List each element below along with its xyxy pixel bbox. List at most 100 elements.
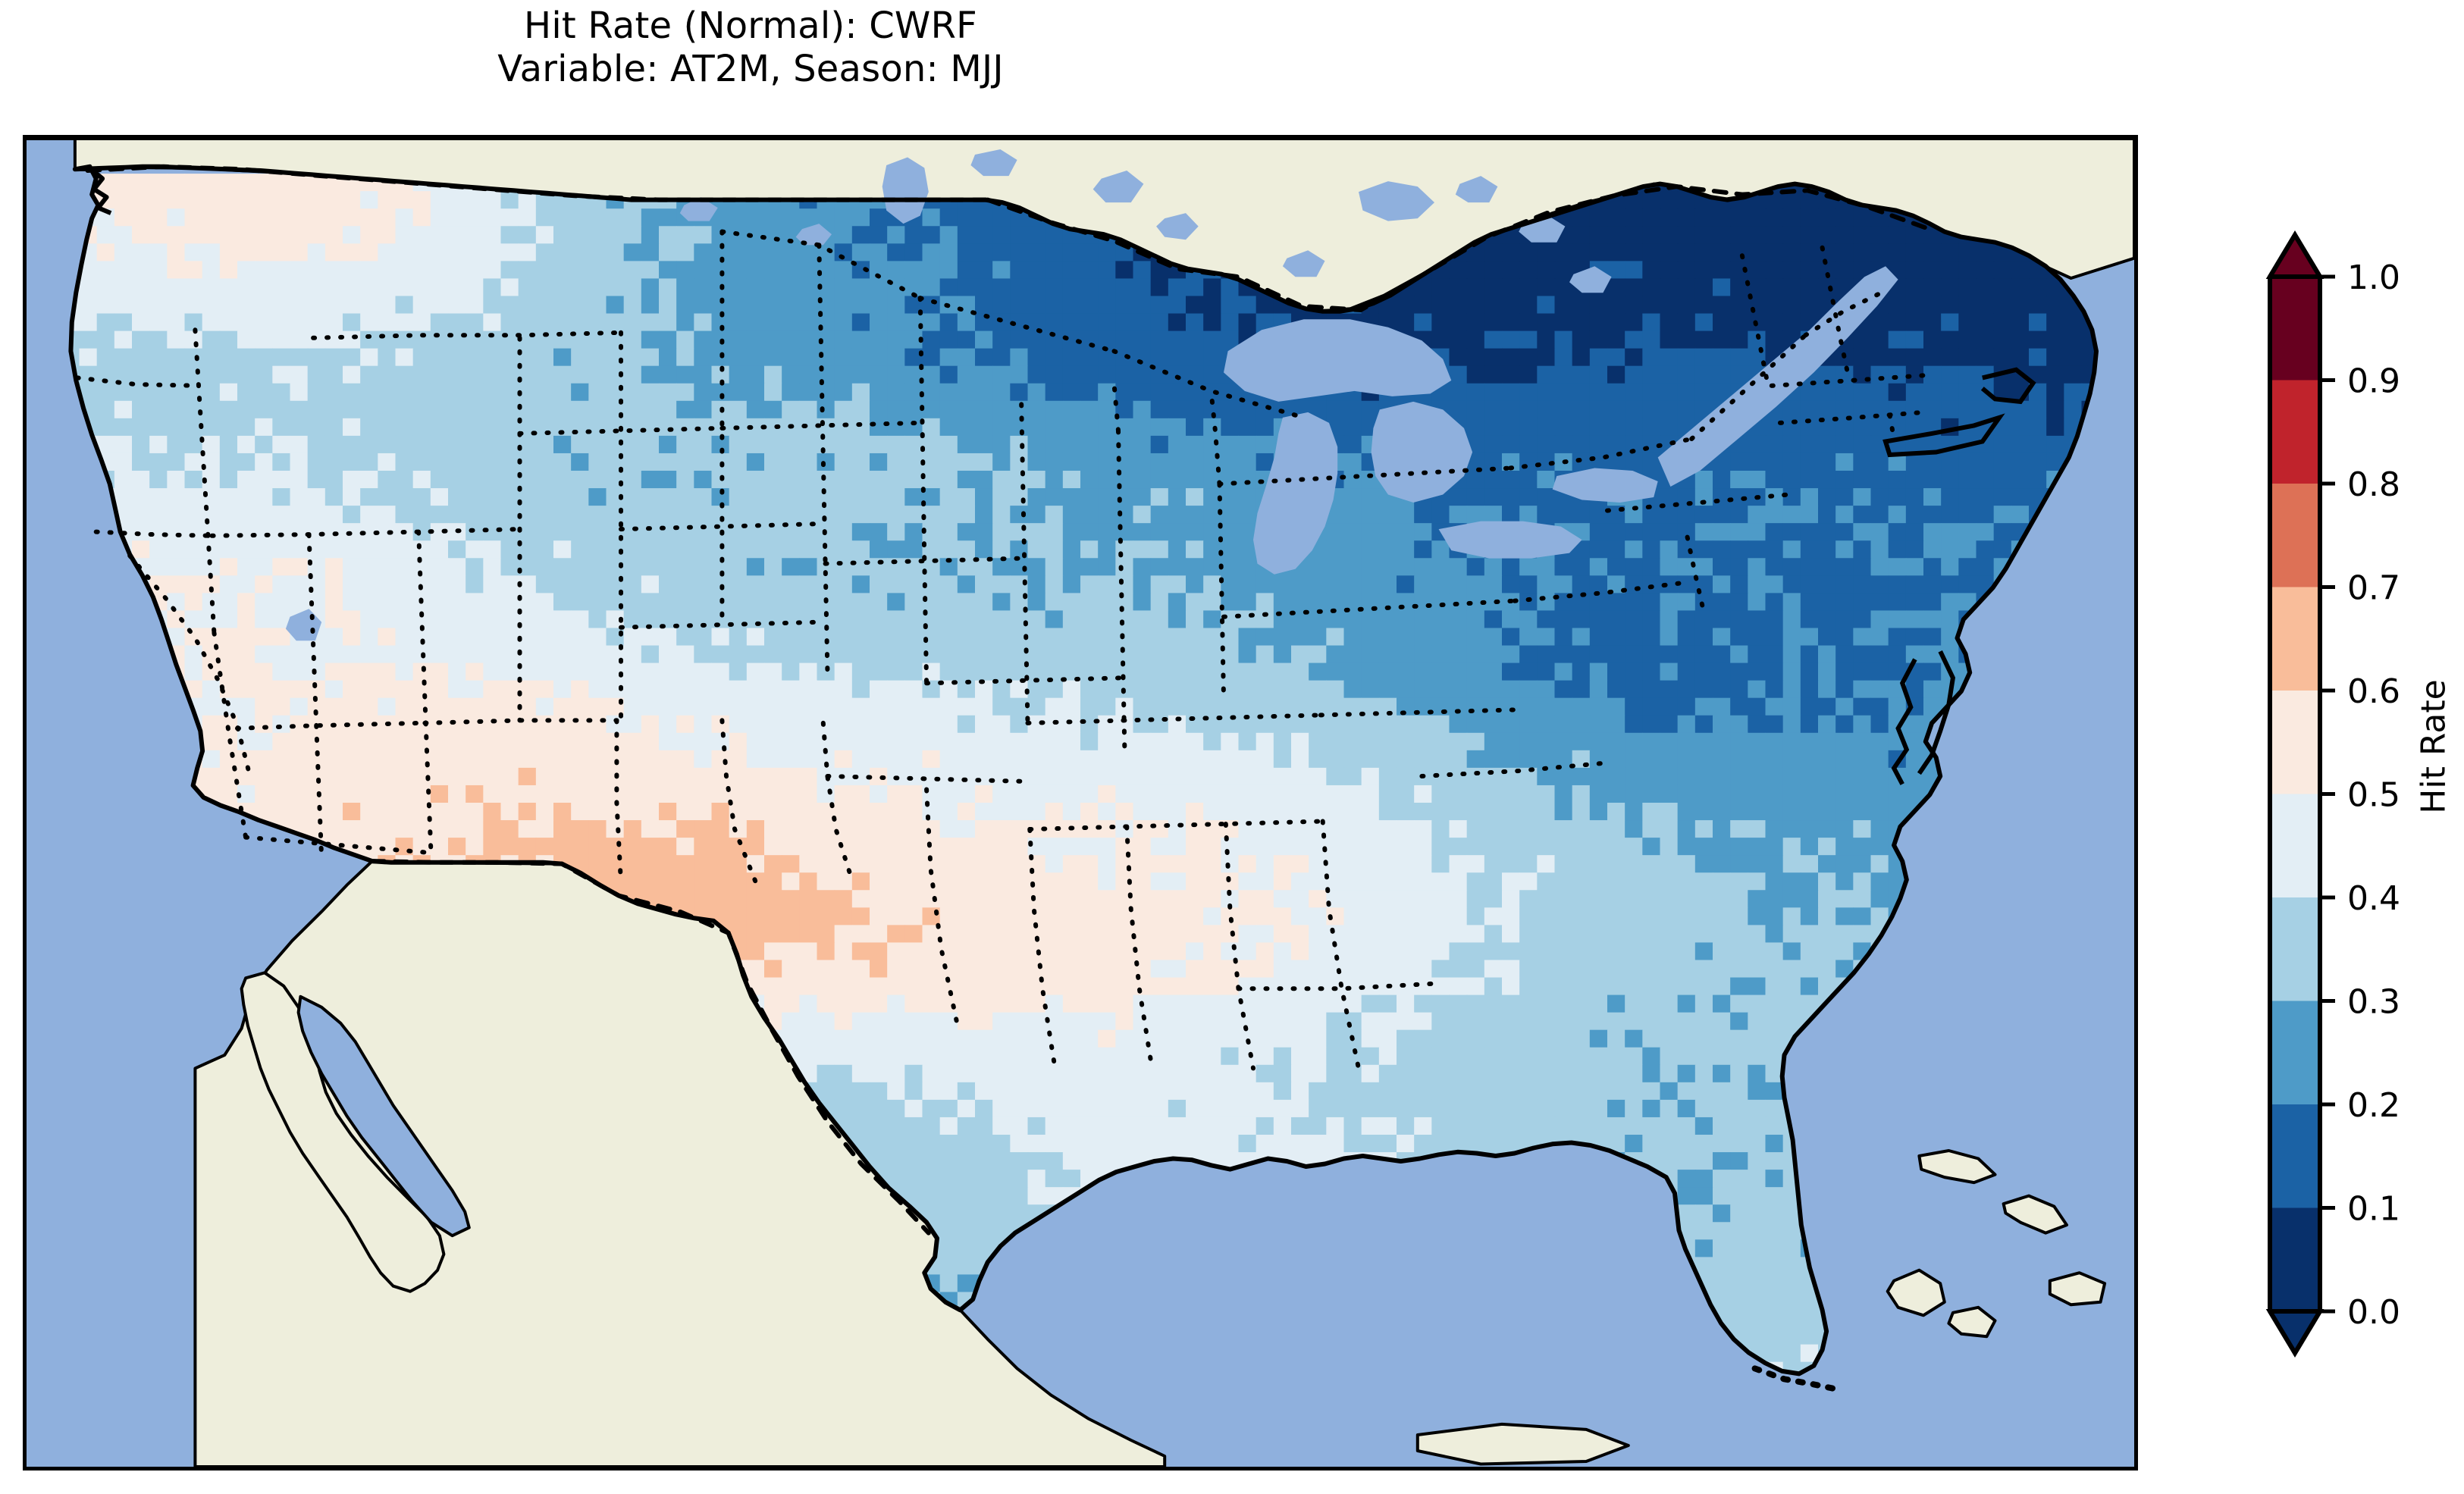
grid-cell <box>1730 767 1748 786</box>
grid-cell <box>412 330 431 349</box>
no-data-land-regions <box>27 139 2134 1467</box>
grid-cell <box>641 488 660 506</box>
grid-cell <box>466 540 484 559</box>
grid-cell <box>729 383 748 402</box>
grid-cell <box>922 313 941 332</box>
grid-cell <box>1010 400 1029 419</box>
grid-cell <box>1713 296 1731 315</box>
grid-cell <box>1660 767 1679 786</box>
grid-cell <box>1976 558 1995 576</box>
grid-cell <box>96 365 115 384</box>
grid-cell <box>255 593 273 612</box>
grid-cell <box>588 732 607 751</box>
grid-cell <box>1484 400 1503 419</box>
grid-cell <box>851 523 870 541</box>
grid-cell <box>535 365 554 384</box>
grid-cell <box>324 226 343 244</box>
grid-cell <box>500 803 519 821</box>
grid-cell <box>1326 662 1345 681</box>
grid-cell <box>1414 785 1432 803</box>
grid-cell <box>1186 767 1204 786</box>
grid-cell <box>992 715 1011 734</box>
grid-cell <box>1905 645 1924 664</box>
grid-cell <box>1449 610 1468 629</box>
grid-cell <box>746 278 765 297</box>
grid-cell <box>553 383 572 402</box>
grid-cell <box>1186 558 1204 576</box>
grid-cell <box>1062 330 1081 349</box>
grid-cell <box>96 261 115 280</box>
grid-cell <box>1343 732 1362 751</box>
grid-cell <box>114 383 133 402</box>
grid-cell <box>1800 697 1819 716</box>
grid-cell <box>448 593 466 612</box>
grid-cell <box>1027 365 1046 384</box>
grid-cell <box>1677 506 1696 524</box>
grid-cell <box>1186 645 1204 664</box>
grid-cell <box>1098 890 1116 908</box>
grid-cell <box>1713 628 1731 647</box>
grid-cell <box>1730 750 1748 769</box>
grid-cell <box>1923 365 1942 384</box>
grid-cell <box>1378 506 1397 524</box>
grid-cell <box>1642 855 1661 873</box>
grid-cell <box>711 575 730 594</box>
grid-cell <box>1730 680 1748 699</box>
grid-cell <box>1502 575 1520 594</box>
grid-cell <box>1080 488 1099 506</box>
grid-cell <box>343 365 361 384</box>
grid-cell <box>711 697 730 716</box>
grid-cell <box>167 226 186 244</box>
grid-cell <box>1098 785 1116 803</box>
grid-cell <box>395 506 414 524</box>
grid-cell <box>957 435 976 454</box>
grid-cell <box>466 208 484 227</box>
grid-cell <box>1027 872 1046 891</box>
grid-cell <box>922 330 941 349</box>
grid-cell <box>1361 872 1380 891</box>
grid-cell <box>676 803 694 821</box>
grid-cell <box>606 785 625 803</box>
grid-cell <box>1519 418 1538 437</box>
grid-cell <box>307 593 326 612</box>
grid-cell <box>851 732 870 751</box>
grid-cell <box>1835 558 1854 576</box>
grid-cell <box>1853 803 1872 821</box>
grid-cell <box>360 732 378 751</box>
grid-cell <box>1677 296 1696 315</box>
grid-cell <box>1660 296 1679 315</box>
grid-cell <box>483 488 502 506</box>
grid-cell <box>96 226 115 244</box>
grid-cell <box>764 575 782 594</box>
grid-cell <box>1378 732 1397 751</box>
grid-cell <box>1150 838 1169 856</box>
grid-cell <box>96 418 115 437</box>
grid-cell <box>360 313 378 332</box>
grid-cell <box>1905 348 1924 367</box>
grid-cell <box>1221 575 1240 594</box>
grid-cell <box>1397 558 1415 576</box>
grid-cell <box>1800 872 1819 891</box>
grid-cell <box>1905 261 1924 280</box>
grid-cell <box>1730 872 1748 891</box>
grid-cell <box>1133 872 1152 891</box>
grid-cell <box>343 558 361 576</box>
grid-cell <box>1677 383 1696 402</box>
grid-cell <box>1905 785 1924 803</box>
grid-cell <box>1905 471 1924 489</box>
grid-cell <box>79 261 98 280</box>
grid-cell <box>1730 261 1748 280</box>
grid-cell <box>1660 645 1679 664</box>
grid-cell <box>782 610 800 629</box>
grid-cell <box>1027 348 1046 367</box>
grid-cell <box>1554 348 1573 367</box>
grid-cell <box>535 715 554 734</box>
grid-cell <box>553 226 572 244</box>
grid-cell <box>219 767 238 786</box>
grid-cell <box>149 558 168 576</box>
grid-cell <box>466 296 484 315</box>
grid-cell <box>1203 471 1221 489</box>
grid-cell <box>1782 278 1801 297</box>
grid-cell <box>817 540 835 559</box>
grid-cell <box>939 715 958 734</box>
